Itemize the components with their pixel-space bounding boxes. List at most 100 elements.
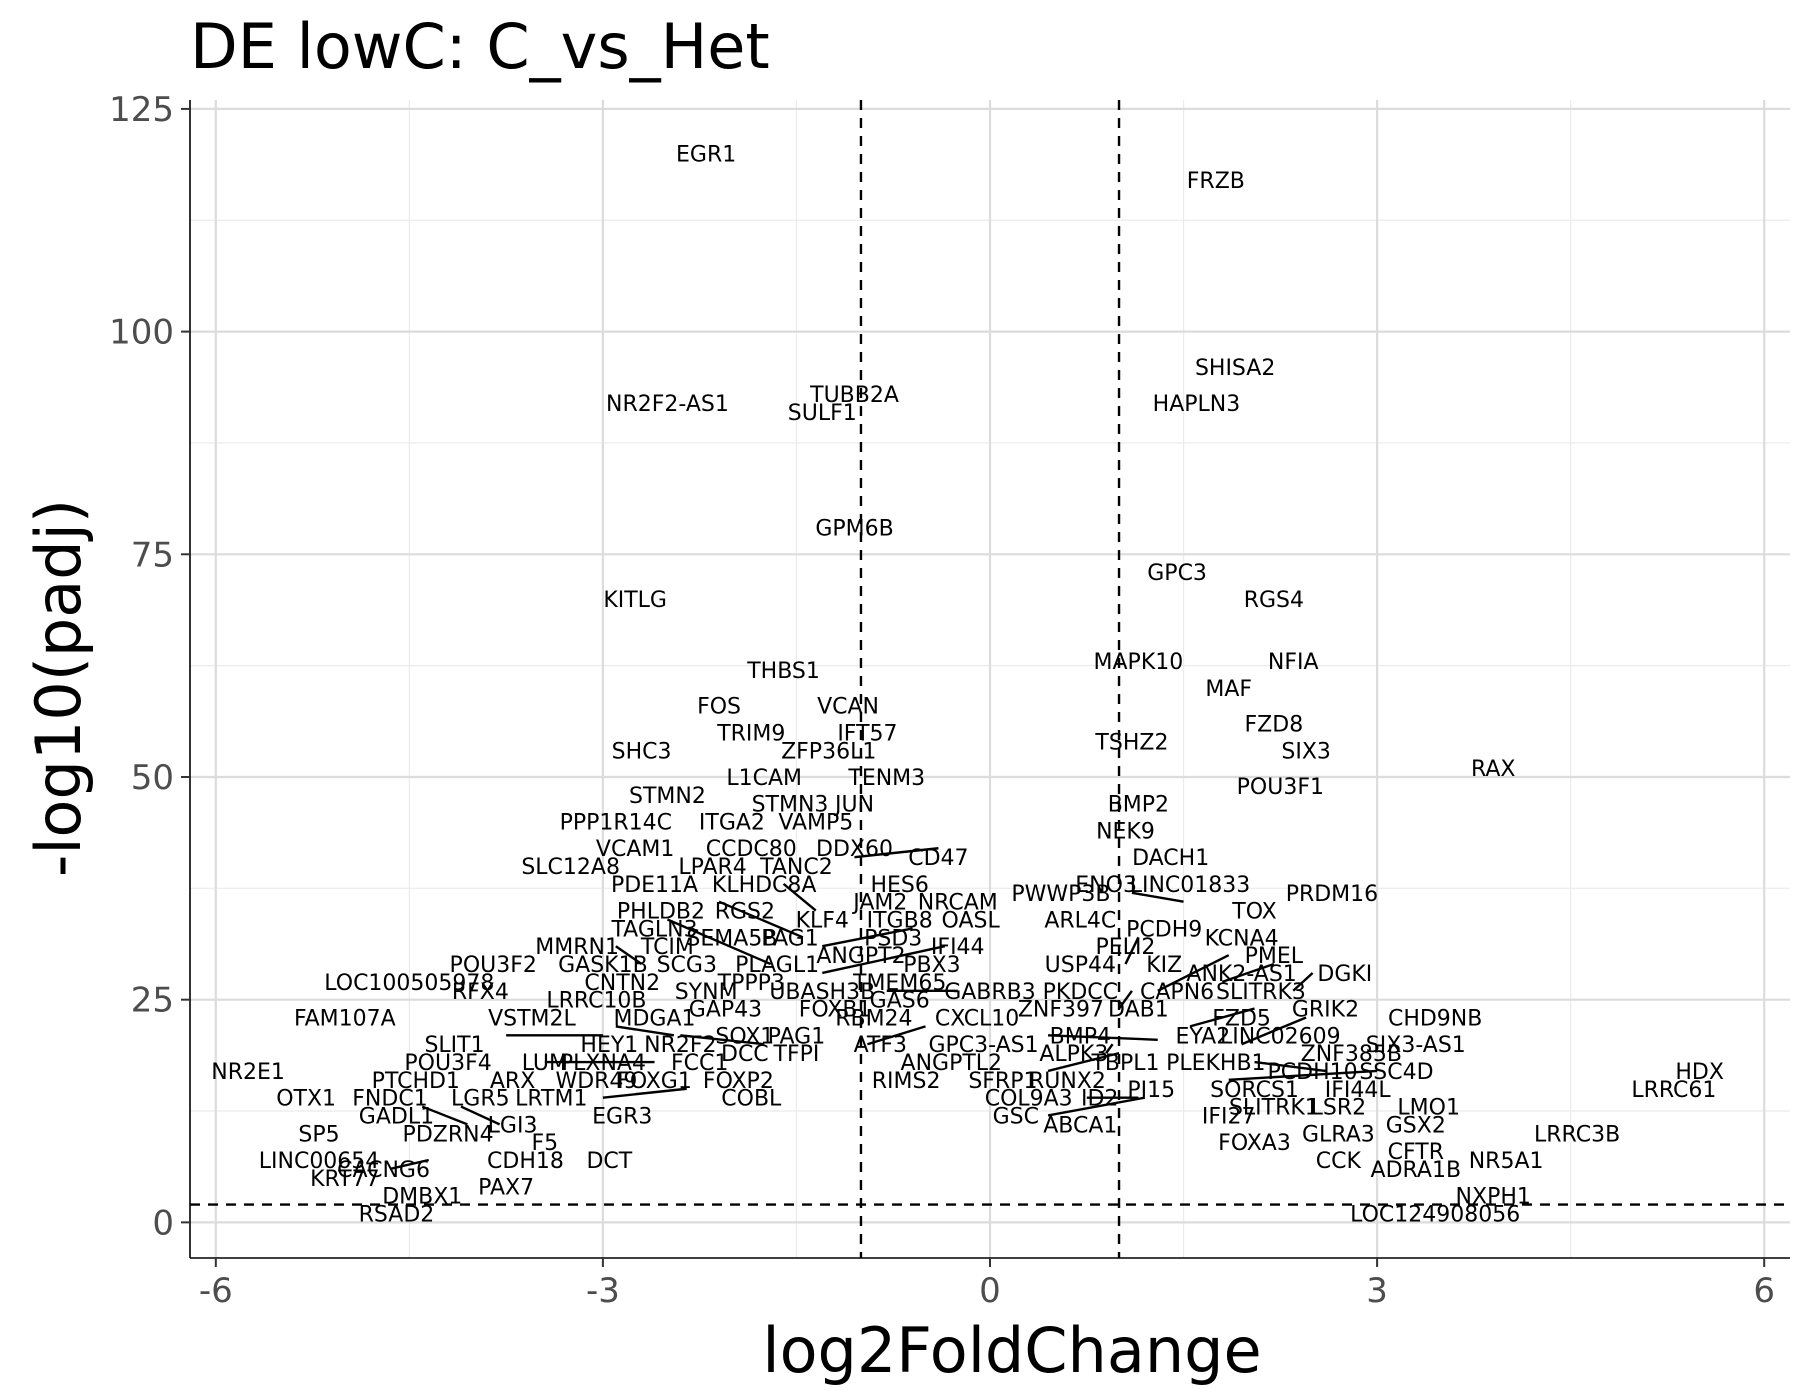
gene-label: ADRA1B [1371,1158,1462,1183]
gene-label: EGR1 [676,142,736,167]
gene-label: LPAR4 [678,855,746,880]
gene-label: PTCHD1 [372,1069,460,1094]
gene-label: ARX [490,1069,535,1094]
gene-label: SEMA5B [686,926,777,951]
gene-label: LINC00654 [259,1149,380,1174]
gene-label: DMBX1 [382,1185,462,1210]
x-axis-title: log2FoldChange [762,1314,1261,1387]
gene-label: PAX7 [478,1176,534,1201]
gene-label: NR2F2-AS1 [606,392,729,417]
gene-label: GASK1B [558,953,648,978]
gene-label: PELI2 [1096,935,1156,960]
leader-line [1105,1043,1114,1054]
gene-label: DCT [586,1149,632,1174]
gene-label: F5 [532,1131,559,1156]
x-axis-ticks: -6 -3 0 3 6 [199,1258,1775,1311]
gene-label: JUN [833,793,874,818]
gene-label: SHISA2 [1195,356,1275,381]
gene-label: EYA2 [1176,1024,1231,1049]
gene-label: KLHDC8A [712,873,817,898]
chart-title: DE lowC: C_vs_Het [190,10,770,83]
gene-label: RIMS2 [872,1069,941,1094]
gene-label: COBL [721,1087,782,1112]
gene-label: USP44 [1045,953,1116,978]
gene-label: RFX4 [452,980,509,1005]
gene-label: CD47 [908,846,968,871]
y-tick-label: 0 [152,1203,174,1243]
y-tick-label: 75 [131,535,174,575]
gene-label: FNDC1 [352,1087,427,1112]
gene-label: WDR49 [555,1069,637,1094]
leader-line [822,927,913,948]
major-gridlines [190,100,1790,1258]
gene-label: CCK [1316,1149,1362,1174]
gene-label: NEK9 [1096,819,1155,844]
gene-label: PAG1 [761,926,819,951]
gene-label: KLF4 [796,909,849,934]
gene-label: TAGLN3 [610,917,697,942]
gene-label: HAPLN3 [1153,392,1241,417]
gene-label: CAPN6 [1140,980,1214,1005]
gene-label: IFT57 [837,721,897,746]
threshold-lines [190,100,1790,1258]
leader-line [1118,990,1133,1010]
leader-line [1124,936,1140,965]
gene-label: FOXP2 [703,1069,774,1094]
gene-label: DDX60 [816,837,893,862]
x-tick-label: 6 [1753,1271,1775,1311]
gene-label: NR2E1 [211,1060,285,1085]
gene-label: MDGA1 [614,1006,696,1031]
gene-label: CXCL10 [935,1006,1019,1031]
y-tick-label: 125 [109,90,174,130]
x-tick-label: -3 [586,1271,620,1311]
gene-label: SLITRK1 [1229,1096,1319,1121]
gene-label: POU3F1 [1237,775,1324,800]
gene-label: VAMP5 [778,811,853,836]
leader-line [615,945,643,966]
leader-line [389,1158,429,1171]
gene-label: CACNG6 [337,1158,430,1183]
y-tick-label: 50 [131,758,174,798]
gene-label: FCC1 [671,1051,728,1076]
leader-line [782,882,817,912]
leader-line [666,918,772,966]
gene-label: SLIT1 [424,1033,484,1058]
leader-line [1189,1007,1255,1028]
leader-line [421,1105,468,1126]
gene-label: L1CAM [726,766,802,791]
gene-label: NR2F2 [644,1033,716,1058]
gene-label: PKDCC [1043,980,1118,1005]
gene-label: ARL4C [1044,909,1116,934]
gene-label: THBS1 [746,659,820,684]
gene-label: BMP4 [1050,1024,1111,1049]
gene-label: SOX1 [715,1024,774,1049]
gene-label: ID2 [1081,1087,1118,1112]
gene-label: LINC01833 [1130,873,1251,898]
gene-label: SHC3 [612,739,672,764]
leader-line [680,1034,765,1046]
gene-label: CDH18 [487,1149,564,1174]
gene-label: GABRB3 [944,980,1036,1005]
gene-label: POU3F2 [450,953,537,978]
gene-label: ATF3 [854,1033,907,1058]
gene-label: GSX2 [1386,1113,1446,1138]
gene-label: VCAM1 [596,837,674,862]
gene-label: VCAN [817,695,879,720]
gene-label: NFIA [1268,650,1319,675]
gene-label: GPC3 [1147,561,1207,586]
gene-label: PCDH10 [1268,1060,1358,1085]
gene-label: PHLDB2 [617,900,705,925]
gene-label: RBM24 [835,1006,912,1031]
gene-label: POU3F4 [404,1051,491,1076]
gene-label: SYNM [675,980,738,1005]
gene-label: LSR2 [1311,1096,1367,1121]
gene-label: ZNF397 [1018,998,1104,1023]
gene-label: IFI44L [1325,1078,1392,1103]
gene-label: SFRP1 [968,1069,1037,1094]
gene-label: LRTM1 [515,1087,587,1112]
gene-label: LRRC61 [1631,1078,1716,1103]
leader-line [1292,972,1314,992]
gene-label: VSTM2L [488,1006,576,1031]
gene-label: ZNF385B [1301,1042,1402,1067]
